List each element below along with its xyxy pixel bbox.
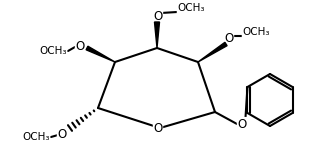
Text: O: O — [75, 40, 85, 53]
Text: O: O — [153, 122, 162, 135]
Text: OCH₃: OCH₃ — [177, 3, 205, 13]
Text: OCH₃: OCH₃ — [242, 27, 270, 37]
Text: O: O — [57, 129, 67, 141]
Polygon shape — [198, 42, 227, 62]
Text: O: O — [225, 32, 234, 45]
Text: O: O — [237, 117, 247, 130]
Text: O: O — [153, 10, 162, 22]
Text: OCH₃: OCH₃ — [39, 46, 67, 56]
Text: OCH₃: OCH₃ — [22, 132, 50, 142]
Polygon shape — [155, 22, 160, 48]
Polygon shape — [86, 46, 115, 62]
